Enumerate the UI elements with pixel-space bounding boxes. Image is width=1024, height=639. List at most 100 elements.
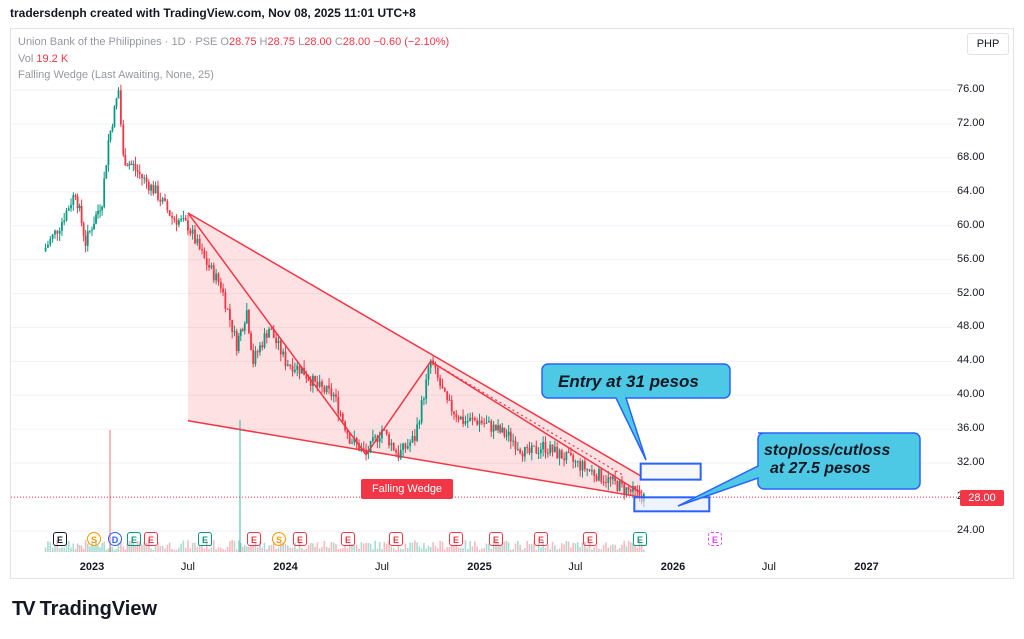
volume-bar — [497, 542, 499, 552]
volume-bar — [205, 540, 208, 552]
volume-bar — [323, 540, 326, 552]
volume-bar — [367, 542, 370, 552]
event-marker-icon[interactable]: E — [489, 532, 503, 546]
event-marker-icon[interactable]: E — [144, 532, 158, 546]
event-marker-icon[interactable]: E — [449, 532, 463, 546]
event-marker-icon[interactable]: E — [341, 532, 355, 546]
candle-body — [551, 444, 554, 453]
event-marker-icon[interactable]: D — [108, 532, 122, 546]
candle-body — [439, 377, 442, 386]
candle-body — [307, 378, 310, 381]
volume-bar — [117, 542, 120, 552]
tradingview-logo[interactable]: TV TradingView — [12, 598, 157, 621]
volume-bar — [503, 541, 506, 552]
candle-body — [492, 424, 495, 432]
volume-bar — [627, 540, 630, 552]
volume-bar — [301, 548, 303, 552]
candle-body — [574, 461, 577, 463]
event-marker-icon[interactable]: E — [198, 532, 212, 546]
event-marker-icon[interactable]: E — [708, 532, 722, 546]
wedge-fill — [187, 212, 641, 498]
candle-body — [101, 206, 103, 211]
volume-bar — [44, 547, 47, 552]
event-marker-icon[interactable]: E — [583, 532, 597, 546]
event-marker-icon[interactable]: E — [293, 532, 307, 546]
candle-body — [636, 489, 639, 491]
x-tick-label: Jul — [374, 561, 389, 573]
volume-bar — [298, 541, 301, 552]
volume-bar — [602, 544, 605, 552]
volume-bar — [141, 544, 143, 552]
candle-body — [418, 422, 421, 425]
event-marker-icon[interactable]: E — [127, 532, 141, 546]
candle-body — [203, 250, 206, 259]
volume-bar — [436, 548, 439, 552]
candle-body — [72, 195, 75, 206]
event-marker-icon[interactable]: E — [247, 532, 261, 546]
candle-body — [239, 329, 242, 336]
candle-body — [402, 443, 404, 451]
volume-bar — [78, 545, 81, 552]
volume-bar — [446, 547, 448, 552]
candle-body — [252, 349, 255, 364]
candle-body — [346, 430, 349, 434]
candle-body — [590, 470, 593, 472]
candle-body — [237, 335, 240, 351]
event-marker-icon[interactable]: E — [53, 532, 67, 546]
currency-button[interactable]: PHP — [967, 33, 1009, 55]
tradingview-mark-icon: TV — [12, 598, 36, 620]
volume-bar — [632, 542, 634, 552]
candle-body — [261, 345, 264, 348]
candle-body — [277, 340, 280, 343]
candle-body — [501, 427, 504, 433]
candle-body — [147, 182, 150, 191]
candle-body — [332, 394, 335, 397]
candle-body — [256, 351, 259, 353]
candle-body — [490, 421, 493, 432]
volume-bar — [385, 543, 388, 552]
x-tick-label: Jul — [180, 561, 195, 573]
candle-body — [614, 476, 617, 482]
volume-bar — [567, 541, 570, 552]
volume-bar — [325, 546, 328, 552]
candle-body — [549, 444, 552, 454]
volume-bar — [409, 542, 411, 552]
candle-body — [210, 265, 213, 268]
event-marker-icon[interactable]: S — [87, 532, 101, 546]
candle-body — [519, 449, 522, 454]
candle-body — [441, 385, 444, 389]
entry-callout-bubble — [541, 363, 731, 461]
volume-bar — [210, 547, 213, 552]
volume-bar — [154, 546, 157, 552]
candle-body — [321, 381, 323, 387]
volume-bar — [547, 544, 549, 552]
open-label: O — [220, 36, 229, 48]
volume-bar — [512, 549, 514, 552]
volume-bar — [318, 548, 321, 552]
volume-bar — [526, 540, 529, 552]
volume-bar — [47, 541, 49, 552]
volume-bar — [358, 548, 360, 552]
event-marker-icon[interactable]: E — [389, 532, 403, 546]
stop-callout-line2: at 27.5 pesos — [770, 460, 871, 477]
candle-body — [184, 218, 187, 221]
candle-body — [296, 365, 299, 370]
volume-bar — [182, 540, 185, 552]
candle-body — [593, 470, 596, 476]
volume-bar — [99, 547, 101, 552]
y-tick-label: 48.00 — [957, 320, 985, 333]
candle-body — [54, 230, 56, 235]
candle-body — [56, 230, 59, 234]
candle-body — [505, 435, 508, 437]
candle-body — [586, 469, 589, 471]
indicator-legend[interactable]: Falling Wedge (Last Awaiting, None, 25) — [18, 69, 214, 81]
event-marker-icon[interactable]: E — [534, 532, 548, 546]
symbol-label[interactable]: Union Bank of the Philippines · 1D · PSE — [18, 36, 218, 48]
event-marker-icon[interactable]: S — [272, 532, 286, 546]
candle-body — [325, 385, 328, 392]
candle-body — [553, 446, 556, 453]
candle-body — [171, 215, 173, 218]
event-marker-icon[interactable]: E — [633, 532, 647, 546]
x-tick-label: 2025 — [467, 561, 492, 573]
